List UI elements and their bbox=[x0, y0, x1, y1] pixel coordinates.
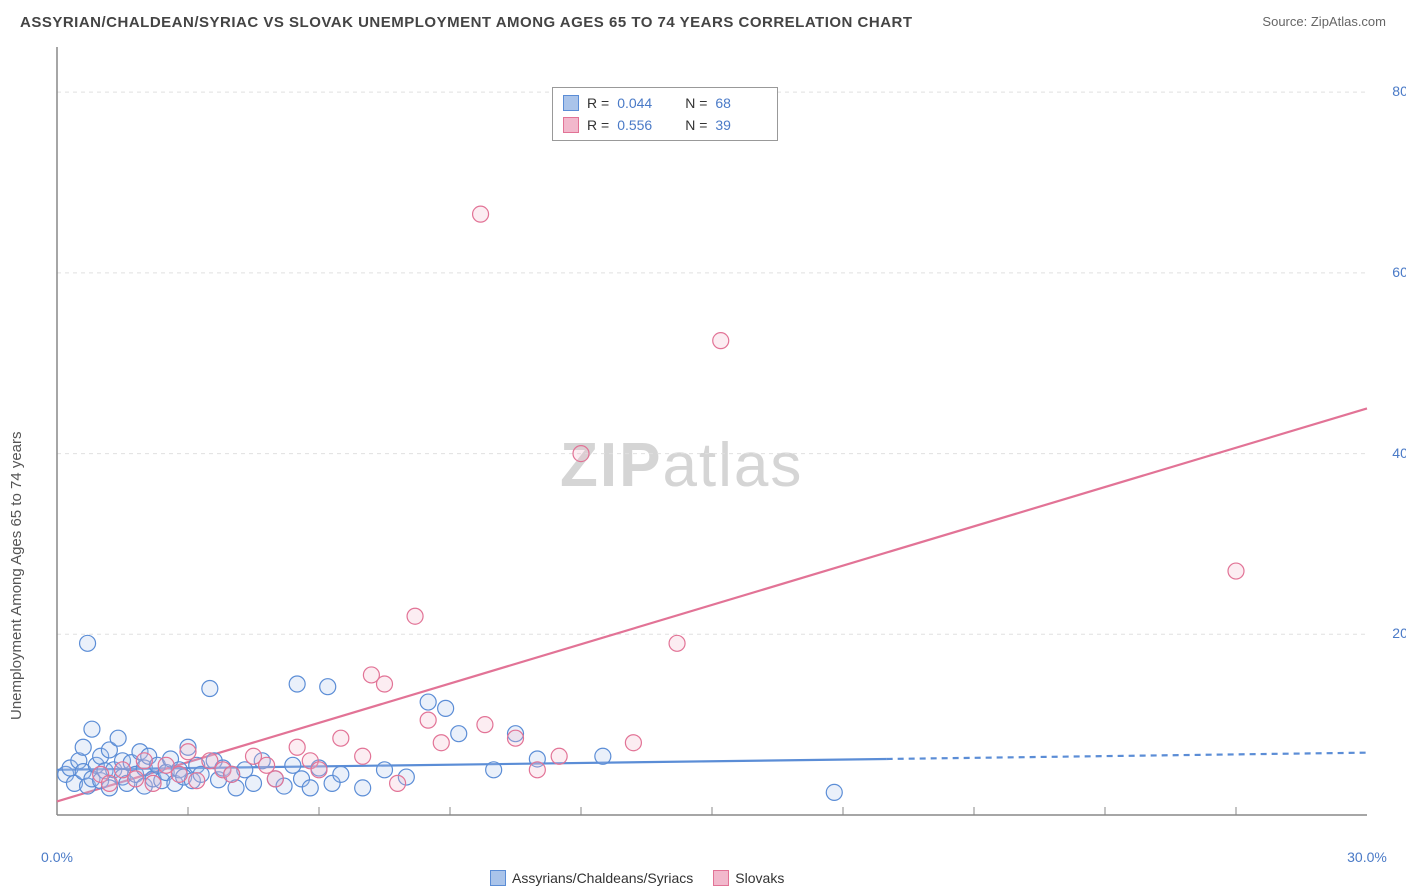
legend-swatch bbox=[563, 95, 579, 111]
x-tick-label: 0.0% bbox=[41, 849, 73, 865]
source-label: Source: bbox=[1262, 14, 1307, 29]
legend-swatch bbox=[563, 117, 579, 133]
legend-r-value: 0.556 bbox=[617, 117, 669, 133]
legend-item: Assyrians/Chaldeans/Syriacs bbox=[490, 870, 693, 886]
x-tick-label: 30.0% bbox=[1347, 849, 1387, 865]
y-tick-label: 80.0% bbox=[1382, 83, 1406, 99]
legend-series-label: Assyrians/Chaldeans/Syriacs bbox=[512, 870, 693, 886]
legend-n-value: 68 bbox=[715, 95, 767, 111]
y-tick-label: 20.0% bbox=[1382, 625, 1406, 641]
legend-swatch bbox=[713, 870, 729, 886]
legend-series-label: Slovaks bbox=[735, 870, 784, 886]
legend-row: R = 0.556 N = 39 bbox=[563, 114, 767, 136]
chart-title: ASSYRIAN/CHALDEAN/SYRIAC VS SLOVAK UNEMP… bbox=[20, 14, 913, 31]
y-axis-label: Unemployment Among Ages 65 to 74 years bbox=[8, 431, 25, 720]
legend-r-label: R = bbox=[587, 95, 609, 111]
correlation-legend: R = 0.044 N = 68 R = 0.556 N = 39 bbox=[552, 87, 778, 141]
source-attribution: Source: ZipAtlas.com bbox=[1262, 14, 1386, 29]
legend-row: R = 0.044 N = 68 bbox=[563, 92, 767, 114]
y-tick-label: 40.0% bbox=[1382, 445, 1406, 461]
legend-item: Slovaks bbox=[713, 870, 784, 886]
legend-n-label: N = bbox=[685, 117, 707, 133]
source-value: ZipAtlas.com bbox=[1311, 14, 1386, 29]
chart-svg bbox=[52, 42, 1372, 830]
legend-n-label: N = bbox=[685, 95, 707, 111]
scatter-plot: 20.0%40.0%60.0%80.0% 0.0%30.0% R =0.044N… bbox=[52, 42, 1372, 830]
legend-r-value: 0.044 bbox=[617, 95, 669, 111]
legend-r-label: R = bbox=[587, 117, 609, 133]
y-tick-label: 60.0% bbox=[1382, 264, 1406, 280]
legend-swatch bbox=[490, 870, 506, 886]
series-legend: Assyrians/Chaldeans/Syriacs Slovaks bbox=[490, 870, 784, 886]
legend-n-value: 39 bbox=[715, 117, 767, 133]
